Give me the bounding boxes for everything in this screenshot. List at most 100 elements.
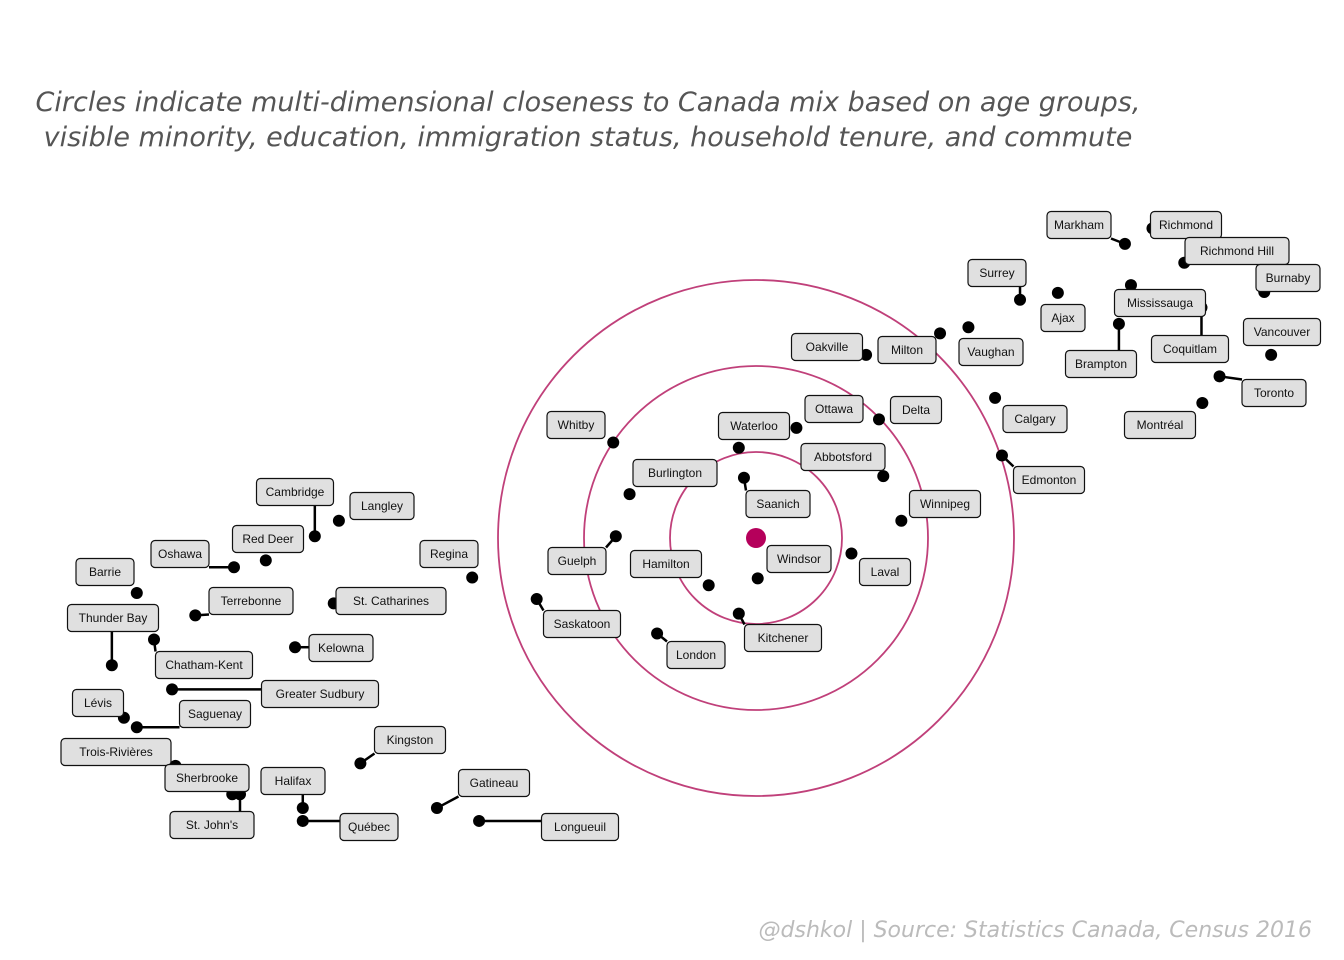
center-point (746, 528, 766, 548)
label-box-gatineau (457, 768, 531, 798)
label-kitchener: Kitchener (743, 623, 823, 653)
label-kingston: Kingston (373, 725, 447, 755)
point-kitchener (732, 607, 745, 620)
title-line-1: Circles indicate multi-dimensional close… (36, 87, 1141, 118)
label-winnipeg: Winnipeg (908, 489, 982, 519)
label-chatham-kent: Chatham-Kent (154, 650, 254, 680)
label-text-markham: Markham (1054, 218, 1104, 232)
label-text-oshawa: Oshawa (158, 547, 202, 561)
label-text-cambridge: Cambridge (266, 485, 325, 499)
label-text-whitby: Whitby (558, 418, 595, 432)
label-longueuil: Longueuil (540, 812, 620, 842)
label-st-john-s: St. John's (169, 810, 255, 840)
label-box-sherbrooke (164, 763, 250, 793)
point-abbotsford (877, 470, 890, 483)
label-box-greater-sudbury (260, 679, 380, 709)
point-regina (466, 571, 479, 584)
point-markham (1118, 237, 1131, 250)
label-box-montreal (1123, 410, 1197, 440)
label-text-st-catharines: St. Catharines (353, 594, 429, 608)
label-richmond-hill: Richmond Hill (1184, 236, 1290, 266)
closeness-ring-2 (583, 365, 929, 711)
label-text-calgary: Calgary (1014, 412, 1055, 426)
label-text-delta: Delta (902, 403, 930, 417)
label-greater-sudbury: Greater Sudbury (260, 679, 380, 709)
label-text-vaughan: Vaughan (967, 345, 1014, 359)
point-saguenay (130, 721, 143, 734)
label-box-chatham-kent (154, 650, 254, 680)
label-box-markham (1046, 210, 1112, 240)
label-text-trois-rivieres: Trois-Rivières (79, 745, 153, 759)
label-st-catharines: St. Catharines (335, 586, 447, 616)
point-burlington (623, 488, 636, 501)
label-box-kingston (373, 725, 447, 755)
label-oshawa: Oshawa (150, 539, 210, 569)
label-text-abbotsford: Abbotsford (814, 450, 872, 464)
label-gatineau: Gatineau (457, 768, 531, 798)
label-box-saskatoon (542, 609, 622, 639)
label-edmonton: Edmonton (1012, 465, 1086, 495)
label-box-burlington (632, 458, 718, 488)
label-text-levis: Lévis (84, 696, 112, 710)
point-saskatoon (530, 593, 543, 606)
label-burlington: Burlington (632, 458, 718, 488)
city-points (105, 222, 1278, 827)
label-box-winnipeg (908, 489, 982, 519)
label-box-richmond-hill (1184, 236, 1290, 266)
label-regina: Regina (419, 539, 479, 569)
label-box-waterloo (717, 411, 791, 441)
label-box-cambridge (255, 477, 335, 507)
label-levis: Lévis (71, 688, 125, 718)
label-red-deer: Red Deer (231, 524, 305, 554)
label-text-burnaby: Burnaby (1266, 271, 1311, 285)
city-labels: Saanich Windsor Hamilton Kitchener Waterloo O… (60, 210, 1322, 842)
label-box-levis (71, 688, 125, 718)
label-box-kitchener (743, 623, 823, 653)
label-terrebonne: Terrebonne (208, 586, 294, 616)
point-hamilton (702, 579, 715, 592)
point-quebec (296, 814, 309, 827)
label-text-richmond: Richmond (1159, 218, 1213, 232)
point-gatineau (430, 802, 443, 815)
label-box-hamilton (629, 549, 703, 579)
label-text-chatham-kent: Chatham-Kent (165, 658, 243, 672)
label-box-trois-rivieres (60, 737, 172, 767)
label-hamilton: Hamilton (629, 549, 703, 579)
point-vancouver (1265, 348, 1278, 361)
closeness-ring-3 (497, 279, 1015, 797)
label-vancouver: Vancouver (1242, 317, 1322, 347)
label-text-saanich: Saanich (756, 497, 799, 511)
point-winnipeg (895, 514, 908, 527)
label-text-st-john-s: St. John's (186, 818, 238, 832)
label-box-laval (858, 557, 912, 587)
label-box-guelph (547, 546, 607, 576)
label-surrey: Surrey (967, 258, 1027, 288)
label-milton: Milton (877, 335, 937, 365)
label-ottawa: Ottawa (804, 394, 864, 424)
point-thunder-bay (105, 659, 118, 672)
label-box-kelowna (308, 633, 374, 663)
label-burnaby: Burnaby (1255, 263, 1321, 293)
label-box-mississauga (1113, 288, 1207, 318)
point-saanich (737, 471, 750, 484)
label-box-burnaby (1255, 263, 1321, 293)
label-text-langley: Langley (361, 499, 403, 513)
label-sherbrooke: Sherbrooke (164, 763, 250, 793)
label-text-ottawa: Ottawa (815, 402, 853, 416)
point-red-deer (259, 554, 272, 567)
point-ajax (1051, 286, 1064, 299)
label-text-red-deer: Red Deer (242, 532, 293, 546)
point-guelph (609, 530, 622, 543)
label-box-quebec (339, 812, 399, 842)
label-text-saskatoon: Saskatoon (554, 617, 611, 631)
label-box-surrey (967, 258, 1027, 288)
label-text-kitchener: Kitchener (758, 631, 809, 645)
label-text-milton: Milton (891, 343, 923, 357)
label-text-coquitlam: Coquitlam (1163, 342, 1217, 356)
point-mississauga (1124, 279, 1137, 292)
label-box-langley (349, 491, 415, 521)
label-cambridge: Cambridge (255, 477, 335, 507)
label-text-greater-sudbury: Greater Sudbury (276, 687, 365, 701)
label-abbotsford: Abbotsford (800, 442, 886, 472)
